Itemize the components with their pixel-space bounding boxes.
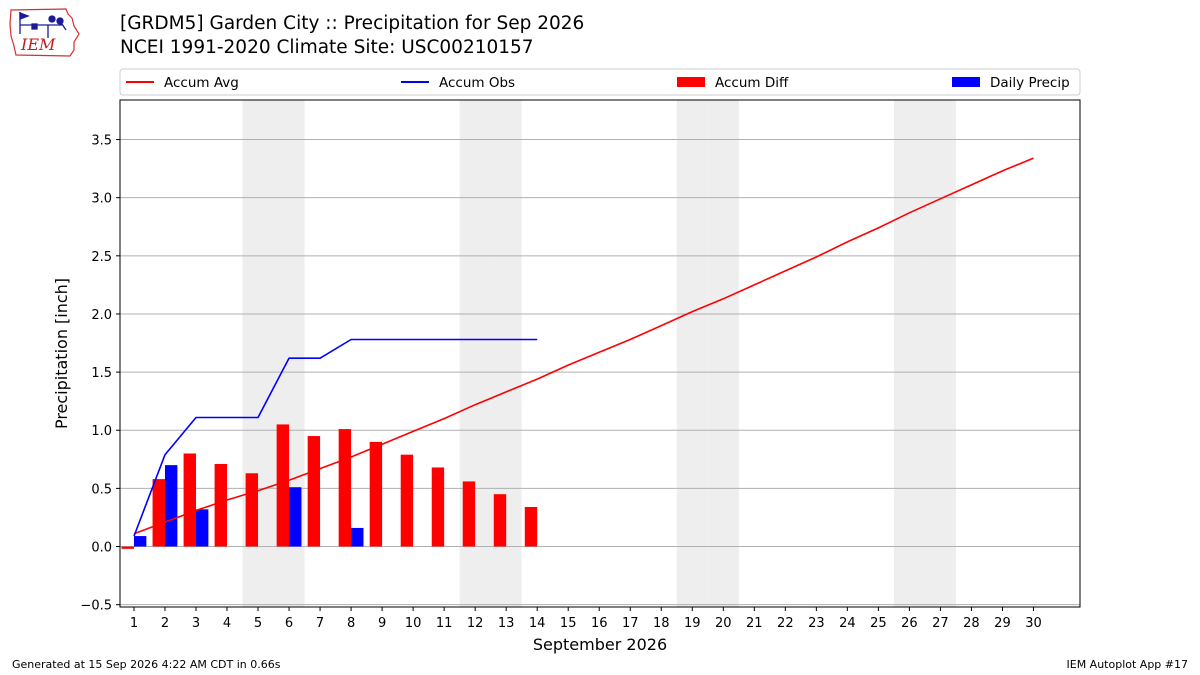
bar-series xyxy=(121,424,538,549)
x-tick-label: 5 xyxy=(254,616,262,631)
accum-diff-bar xyxy=(524,506,538,547)
app-credit: IEM Autoplot App #17 xyxy=(1066,658,1189,671)
legend-swatch-bar xyxy=(677,77,705,87)
accum-obs-line xyxy=(133,338,538,537)
x-tick-label: 24 xyxy=(839,616,856,631)
weekend-shade-day-26 xyxy=(893,100,925,607)
legend-label: Accum Diff xyxy=(715,75,789,91)
y-tick-label: −0.5 xyxy=(80,599,112,614)
x-tick-label: 23 xyxy=(808,616,825,631)
x-tick-label: 10 xyxy=(405,616,422,631)
weather-station-icon xyxy=(19,12,67,38)
x-tick-label: 30 xyxy=(1025,616,1042,631)
x-tick-label: 19 xyxy=(684,616,701,631)
x-tick-label: 1 xyxy=(130,616,138,631)
y-tick-label: 1.0 xyxy=(91,424,112,439)
accum-diff-bar xyxy=(214,463,228,547)
y-tick-label: 1.5 xyxy=(91,366,112,381)
legend-label: Accum Obs xyxy=(439,75,515,91)
x-tick-label: 29 xyxy=(994,616,1011,631)
x-tick-label: 2 xyxy=(161,616,169,631)
accum-diff-bar xyxy=(431,467,445,547)
chart-subtitle: NCEI 1991-2020 Climate Site: USC00210157 xyxy=(120,37,534,58)
weekend-shade-day-19 xyxy=(676,100,708,607)
accum-diff-bar xyxy=(338,429,352,547)
iem-logo: IEM xyxy=(9,8,80,57)
accum-diff-bar xyxy=(183,453,196,547)
x-tick-label: 18 xyxy=(653,616,670,631)
x-axis-ticks: 1 2 3 4 5 6 7 8 9 10 11 12 13 14 15 16 17 18 19 20 21 22 23 24 2… xyxy=(130,607,1042,631)
daily-precip-bar xyxy=(289,487,302,547)
daily-precip-bar xyxy=(133,536,147,547)
weekend-shading xyxy=(242,100,956,607)
weekend-shade-day-27 xyxy=(924,100,956,607)
x-tick-label: 7 xyxy=(316,616,324,631)
daily-precip-bar xyxy=(351,527,364,547)
accum-diff-bar xyxy=(400,454,414,547)
accum-diff-bar xyxy=(276,424,290,547)
y-tick-label: 3.0 xyxy=(91,192,112,207)
x-tick-label: 17 xyxy=(622,616,639,631)
legend-label: Accum Avg xyxy=(164,75,239,91)
accum-diff-bar xyxy=(307,436,321,547)
accum-diff-bar xyxy=(369,441,383,547)
line-series xyxy=(133,157,1034,537)
y-axis-ticks: −0.5 0.0 0.5 1.0 1.5 2.0 2.5 3.0 3.5 xyxy=(80,134,120,614)
weekend-shade-day-20 xyxy=(707,100,739,607)
legend-box xyxy=(119,68,1081,96)
accum-diff-bar xyxy=(462,481,476,547)
x-tick-label: 15 xyxy=(560,616,577,631)
x-tick-label: 27 xyxy=(932,616,949,631)
plot-frame xyxy=(119,99,1081,608)
x-tick-label: 14 xyxy=(529,616,546,631)
x-tick-label: 21 xyxy=(746,616,763,631)
x-tick-label: 4 xyxy=(223,616,231,631)
accum-diff-bar xyxy=(121,546,134,549)
y-tick-label: 0.5 xyxy=(91,482,112,497)
x-tick-label: 16 xyxy=(591,616,608,631)
x-axis-label: September 2026 xyxy=(533,635,667,654)
legend-swatch-bar xyxy=(952,77,980,87)
y-tick-label: 0.0 xyxy=(91,541,112,556)
y-tick-label: 2.0 xyxy=(91,308,112,323)
x-tick-label: 6 xyxy=(285,616,293,631)
chart-title: [GRDM5] Garden City :: Precipitation for… xyxy=(120,13,585,34)
x-tick-label: 8 xyxy=(347,616,355,631)
x-tick-label: 9 xyxy=(378,616,386,631)
generated-timestamp: Generated at 15 Sep 2026 4:22 AM CDT in … xyxy=(12,658,281,671)
x-tick-label: 12 xyxy=(467,616,484,631)
legend: Accum Avg Accum Obs Accum Diff Daily Precip xyxy=(119,68,1081,96)
y-tick-label: 3.5 xyxy=(91,134,112,149)
accum-diff-bar xyxy=(245,473,259,547)
x-tick-label: 11 xyxy=(436,616,453,631)
y-tick-label: 2.5 xyxy=(91,250,112,265)
x-tick-label: 20 xyxy=(715,616,732,631)
logo-text: IEM xyxy=(20,35,56,54)
legend-label: Daily Precip xyxy=(990,75,1070,91)
accum-diff-bar xyxy=(493,494,507,547)
x-tick-label: 13 xyxy=(498,616,515,631)
x-tick-label: 26 xyxy=(901,616,918,631)
x-tick-label: 22 xyxy=(777,616,794,631)
x-tick-label: 28 xyxy=(963,616,980,631)
daily-precip-bar xyxy=(195,509,209,547)
x-tick-label: 3 xyxy=(192,616,200,631)
accum-diff-bar xyxy=(152,479,165,547)
y-axis-label: Precipitation [inch] xyxy=(52,278,71,429)
accum-avg-line xyxy=(133,157,1034,535)
daily-precip-bar xyxy=(164,465,178,547)
x-tick-label: 25 xyxy=(870,616,887,631)
